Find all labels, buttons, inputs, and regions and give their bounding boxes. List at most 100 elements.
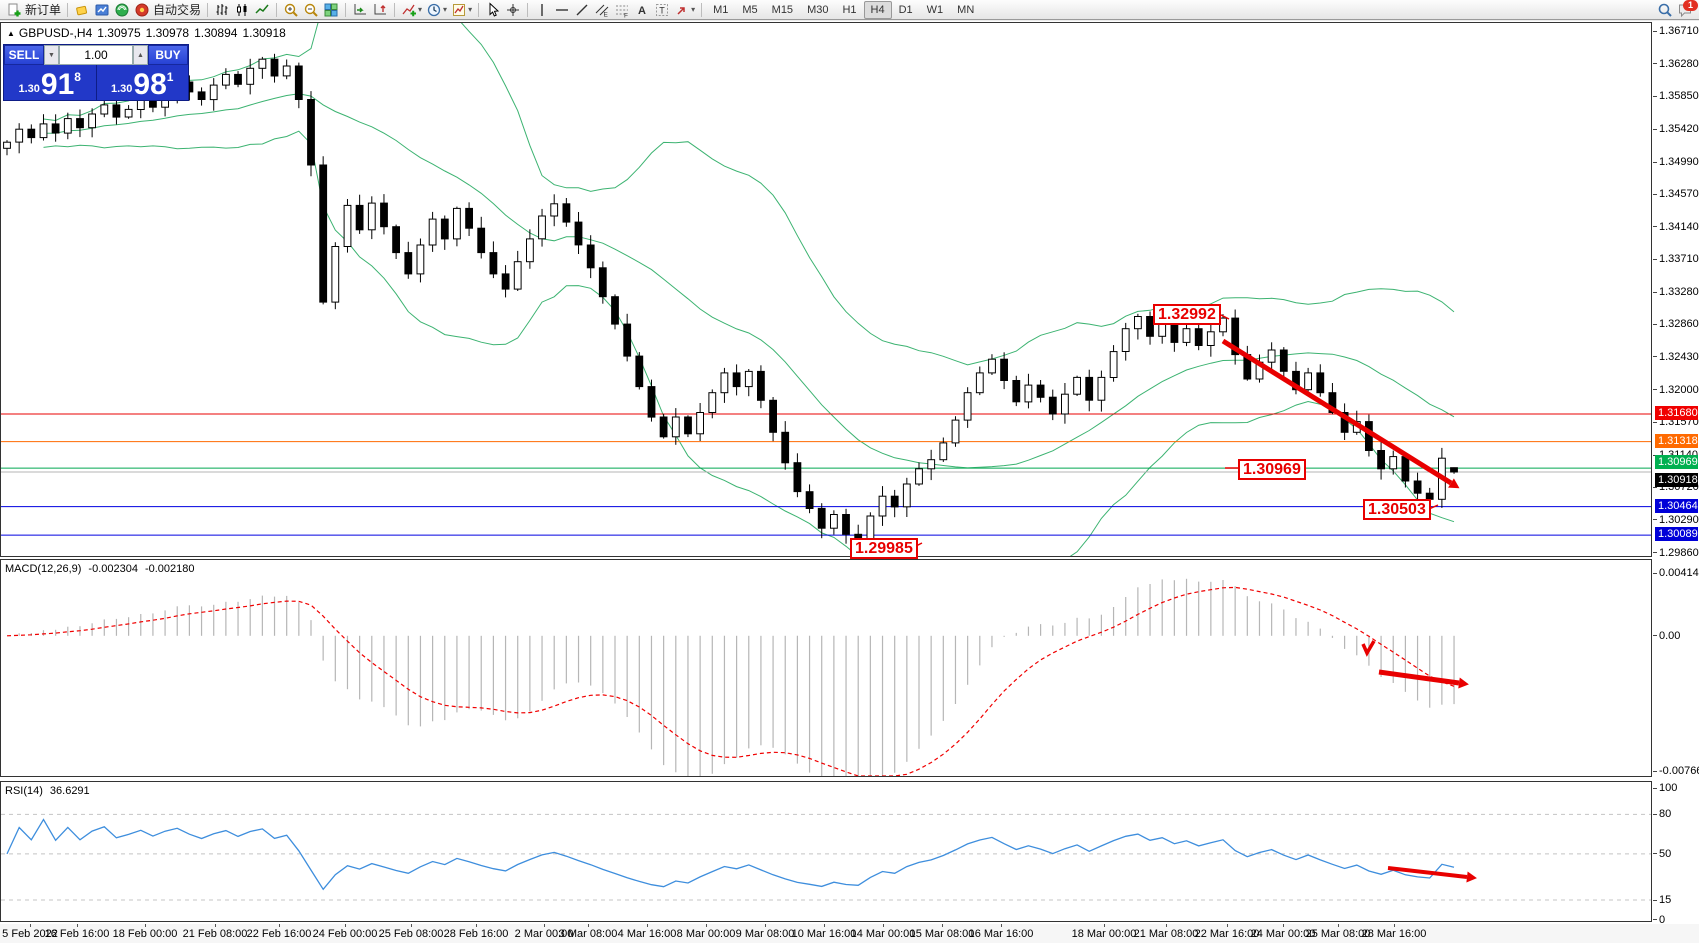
timeframe-m15[interactable]: M15 — [771, 3, 794, 16]
rsi-panel[interactable]: RSI(14) 36.6291 — [0, 781, 1652, 922]
auto-scroll-button[interactable] — [350, 1, 370, 19]
horizontal-line-button[interactable] — [552, 1, 572, 19]
templates-button[interactable]: ▾ — [449, 1, 474, 19]
price-tick: 1.34990 — [1653, 156, 1699, 168]
volume-decrease-button[interactable]: ▼ — [44, 45, 59, 65]
toolbar-separator — [67, 2, 69, 17]
date-label: 24 Feb 00:00 — [312, 928, 378, 940]
date-axis[interactable]: 5 Feb 2022 16 Feb 16:00 18 Feb 00:00 21 Feb… — [0, 924, 1699, 943]
search-icon[interactable] — [1655, 1, 1675, 19]
zoom-in-button[interactable] — [281, 1, 301, 19]
toolbar-separator — [276, 2, 278, 17]
macd-scale[interactable]: 0.004144 0.00 -0.007664 — [1653, 559, 1699, 777]
rsi-label: RSI(14) 36.6291 — [5, 785, 90, 797]
date-tick — [345, 924, 346, 927]
macd-signal-value: -0.002180 — [144, 563, 195, 575]
sell-price-display[interactable]: 1.30 91 8 — [4, 65, 97, 101]
periods-button[interactable]: ▾ — [424, 1, 449, 19]
date-tick — [1394, 924, 1395, 927]
chart-header: ▲ GBPUSD-,H4 1.30975 1.30978 1.30894 1.30918 — [7, 26, 291, 40]
date-tick — [647, 924, 648, 927]
fibonacci-button[interactable]: F — [612, 1, 632, 19]
date-label: 22 Mar 16:00 — [1194, 928, 1260, 940]
chart-shift-button[interactable] — [370, 1, 390, 19]
timeframe-d1[interactable]: D1 — [898, 3, 913, 16]
snapshot-button[interactable] — [72, 1, 92, 19]
sell-button[interactable]: SELL — [4, 45, 44, 65]
timeframe-m30[interactable]: M30 — [807, 3, 829, 16]
tile-windows-button[interactable] — [321, 1, 341, 19]
timeframe-h1[interactable]: H1 — [842, 3, 857, 16]
macd-value: -0.002304 — [88, 563, 138, 575]
arrows-button[interactable]: ▾ — [672, 1, 697, 19]
signals-button[interactable] — [112, 1, 132, 19]
volume-increase-button[interactable]: ▲ — [133, 45, 148, 65]
svg-text:T: T — [659, 5, 665, 15]
cursor-button[interactable] — [483, 1, 503, 19]
price-tick: 1.32000 — [1653, 384, 1699, 396]
volume-input[interactable] — [59, 45, 133, 65]
bar-chart-button[interactable] — [212, 1, 232, 19]
date-tick — [215, 924, 216, 927]
low-value: 1.30894 — [194, 26, 238, 40]
one-click-trading-panel: SELL ▼ ▲ BUY 1.30 91 8 1.30 98 1 — [3, 44, 189, 101]
rsi-value: 36.6291 — [49, 785, 90, 797]
trendline-button[interactable] — [572, 1, 592, 19]
price-scale[interactable]: 1.36710 1.36280 1.35850 1.35420 1.34990 1.345… — [1653, 22, 1699, 559]
high-value: 1.30978 — [145, 26, 190, 40]
price-label-annotation[interactable]: 1.32992 — [1153, 304, 1221, 325]
macd-panel[interactable]: MACD(12,26,9) -0.002304 -0.002180 — [0, 559, 1652, 777]
new-order-button[interactable]: 新订单 — [4, 1, 63, 19]
toolbar-separator — [701, 2, 703, 17]
indicators-button[interactable]: ▾ — [399, 1, 424, 19]
price-level-badge: 1.30464 — [1655, 498, 1698, 513]
vertical-line-button[interactable] — [532, 1, 552, 19]
price-chart-panel[interactable]: ▲ GBPUSD-,H4 1.30975 1.30978 1.30894 1.30918 … — [0, 22, 1652, 559]
date-label: 16 Feb 16:00 — [44, 928, 110, 940]
timeframe-w1[interactable]: W1 — [926, 3, 944, 16]
price-tick: 1.35420 — [1653, 123, 1699, 135]
rsi-tick: 15 — [1653, 894, 1671, 906]
date-tick — [544, 924, 545, 927]
crosshair-button[interactable] — [503, 1, 523, 19]
price-level-badge: 1.31680 — [1655, 405, 1698, 420]
chart-window: ▲ GBPUSD-,H4 1.30975 1.30978 1.30894 1.30918 … — [0, 21, 1699, 943]
buy-price-display[interactable]: 1.30 98 1 — [111, 68, 174, 101]
autotrading-button[interactable]: 自动交易 — [132, 1, 203, 19]
candlestick-chart-button[interactable] — [232, 1, 252, 19]
text-button[interactable]: A — [632, 1, 652, 19]
date-label: 16 Mar 16:00 — [968, 928, 1034, 940]
publish-button[interactable] — [92, 1, 112, 19]
rsi-tick: 100 — [1653, 782, 1677, 794]
notification-badge: 1 — [1683, 0, 1698, 11]
price-tick: 1.33710 — [1653, 253, 1699, 265]
macd-label: MACD(12,26,9) -0.002304 -0.002180 — [5, 563, 195, 575]
price-level-badge: 1.31318 — [1655, 433, 1698, 448]
date-tick — [883, 924, 884, 927]
date-label: 2 Mar 00:00 — [514, 928, 574, 940]
date-tick — [411, 924, 412, 927]
timeframe-m5[interactable]: M5 — [742, 3, 758, 16]
price-label-annotation[interactable]: 1.30503 — [1363, 499, 1431, 520]
date-label: 25 Feb 08:00 — [378, 928, 444, 940]
price-label-annotation[interactable]: 1.30969 — [1238, 459, 1306, 480]
main-toolbar: 新订单 自动交易 ▾ ▾ ▾ E F A T ▾ M1 M5 M15 M30 H1 H4 D1 W1 MN 1 — [0, 0, 1699, 20]
price-tick: 1.32860 — [1653, 318, 1699, 330]
timeframe-mn[interactable]: MN — [957, 3, 975, 16]
buy-button[interactable]: BUY — [148, 45, 188, 65]
equidistant-channel-button[interactable]: E — [592, 1, 612, 19]
rsi-tick: 50 — [1653, 848, 1671, 860]
price-tick: 1.35850 — [1653, 90, 1699, 102]
timeframe-m1[interactable]: M1 — [713, 3, 729, 16]
rsi-scale[interactable]: 100 80 50 15 0 — [1653, 781, 1699, 926]
price-label-annotation[interactable]: 1.29985 — [850, 538, 918, 559]
date-label: 15 Mar 08:00 — [909, 928, 975, 940]
text-label-button[interactable]: T — [652, 1, 672, 19]
line-chart-button[interactable] — [252, 1, 272, 19]
macd-tick: 0.004144 — [1653, 567, 1699, 579]
timeframe-h4[interactable]: H4 — [863, 0, 892, 19]
notifications-icon[interactable]: 1 — [1675, 0, 1698, 19]
zoom-out-button[interactable] — [301, 1, 321, 19]
close-value: 1.30918 — [242, 26, 286, 40]
date-tick — [30, 924, 31, 927]
